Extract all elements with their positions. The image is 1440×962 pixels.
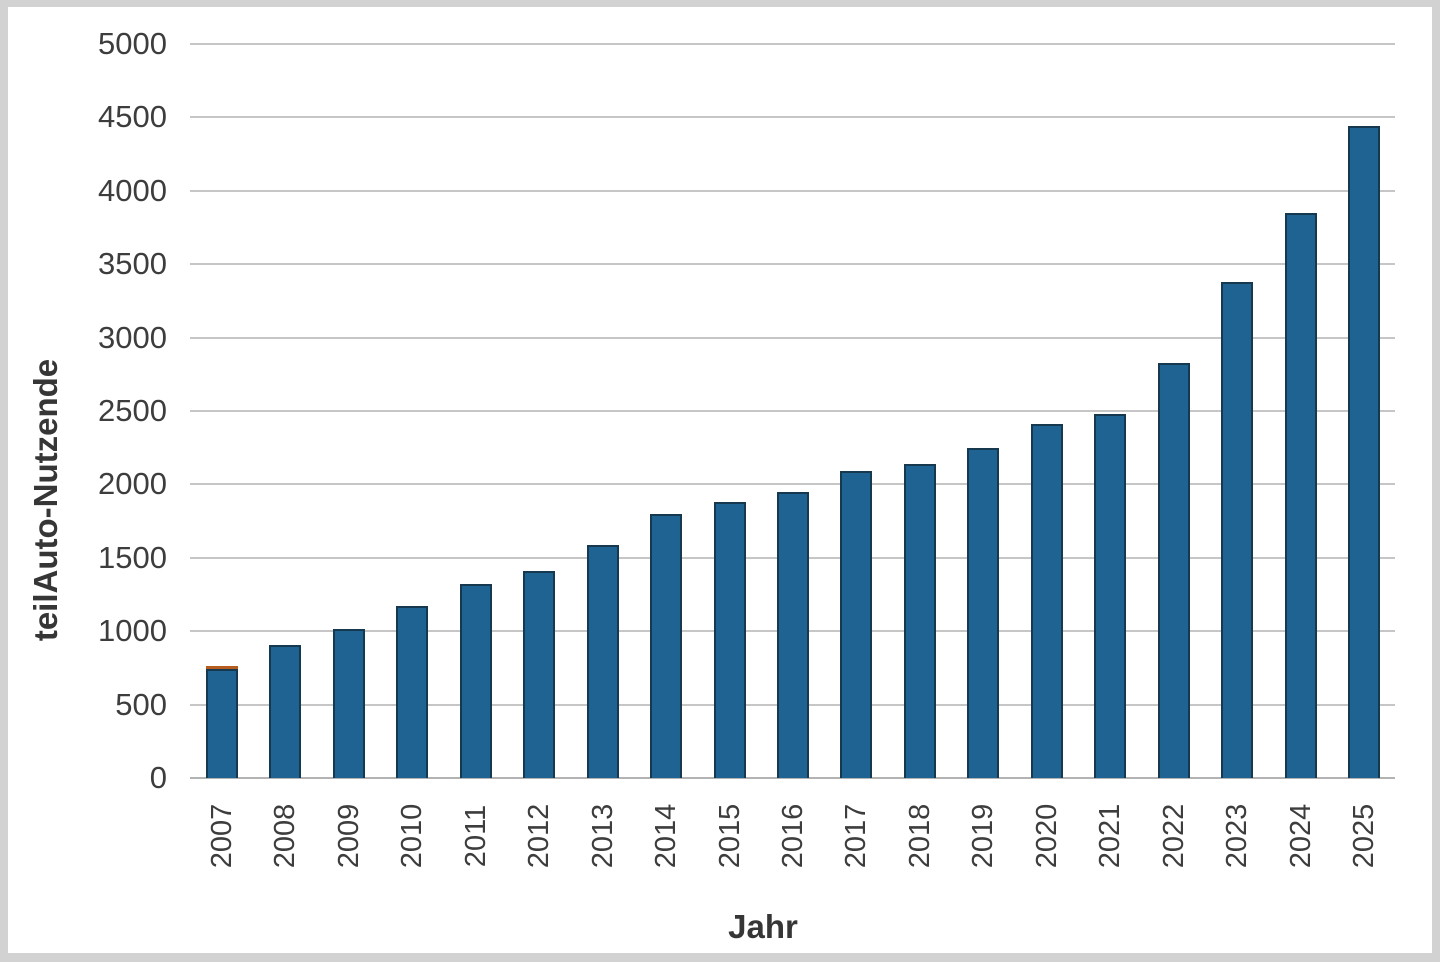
x-axis-baseline — [190, 777, 1395, 779]
y-axis-tick-label: 3500 — [98, 246, 167, 282]
bar-2024 — [1284, 212, 1317, 778]
y-axis-tick-label: 1000 — [98, 613, 167, 649]
bar-2008 — [269, 645, 302, 778]
bar-2009 — [332, 628, 365, 778]
bar-2019 — [967, 447, 1000, 778]
y-axis-tick-label: 4000 — [98, 172, 167, 208]
gridline — [190, 483, 1395, 486]
y-axis-tick-label: 2500 — [98, 393, 167, 428]
bar-2020 — [1030, 424, 1063, 778]
bar-2013 — [586, 544, 619, 778]
y-axis-tick-label: 5000 — [98, 26, 167, 61]
bar-2022 — [1157, 362, 1190, 778]
gridline — [190, 43, 1395, 45]
x-axis-tick-label-2025: 2025 — [1348, 803, 1380, 869]
y-axis-tick-label: 4500 — [98, 99, 167, 135]
bar-2015 — [713, 502, 746, 778]
gridline — [190, 410, 1395, 412]
gridline — [190, 189, 1395, 192]
bar-2023 — [1221, 281, 1254, 778]
x-axis-tick-label-2009: 2009 — [332, 803, 365, 869]
x-axis-tick-label-2010: 2010 — [396, 803, 429, 869]
bar-2018 — [903, 463, 936, 778]
x-axis-tick-label-2019: 2019 — [967, 803, 1000, 869]
x-axis-tick-label-2024: 2024 — [1284, 803, 1317, 869]
bar-2007 — [206, 668, 238, 778]
y-axis-tick-label: 0 — [149, 760, 167, 795]
x-axis-tick-label-2013: 2013 — [586, 803, 619, 869]
x-axis-tick-label-2018: 2018 — [903, 803, 936, 869]
x-axis-tick-label-2015: 2015 — [713, 803, 746, 869]
gridline — [190, 336, 1395, 339]
bar-2014 — [650, 513, 683, 778]
bar-2010 — [396, 606, 429, 778]
x-axis-tick-label-2008: 2008 — [269, 803, 302, 869]
x-axis-tick-label-2016: 2016 — [777, 803, 809, 869]
x-axis-tick-label-2011: 2011 — [459, 804, 492, 868]
x-axis-tick-label-2020: 2020 — [1030, 803, 1063, 869]
x-axis-tick-label-2022: 2022 — [1157, 803, 1190, 869]
x-axis-tick-label-2012: 2012 — [523, 803, 556, 869]
gridline — [190, 116, 1395, 119]
x-axis-tick-label-2023: 2023 — [1221, 803, 1254, 869]
bar-2025 — [1348, 126, 1380, 778]
y-axis-tick-label: 2000 — [98, 466, 167, 502]
x-axis-tick-label-2017: 2017 — [840, 803, 873, 869]
bar-2016 — [777, 491, 809, 778]
x-axis-title: Jahr — [728, 908, 798, 945]
bar-2017 — [840, 471, 873, 778]
bar-chart: 0 500 1000 1500 2000 2500 3000 3500 4000 4500 5000… — [8, 7, 1432, 953]
y-axis-tick-label: 500 — [115, 686, 167, 722]
bar-2012 — [523, 571, 556, 778]
x-axis-tick-label-2021: 2021 — [1094, 803, 1127, 869]
x-axis-tick-label-2014: 2014 — [650, 803, 683, 869]
bar-2021 — [1094, 413, 1127, 778]
y-axis-tick-label: 3000 — [98, 319, 167, 355]
chart-canvas: 0 500 1000 1500 2000 2500 3000 3500 4000 4500 5000… — [8, 7, 1432, 953]
x-axis-tick-label-2007: 2007 — [206, 803, 238, 869]
bar-2011 — [459, 584, 492, 778]
gridline — [190, 263, 1395, 266]
y-axis-tick-label: 1500 — [98, 539, 167, 575]
y-axis-title: teilAuto-Nutzende — [27, 358, 64, 642]
bar-2007-orange-cap — [206, 665, 238, 669]
